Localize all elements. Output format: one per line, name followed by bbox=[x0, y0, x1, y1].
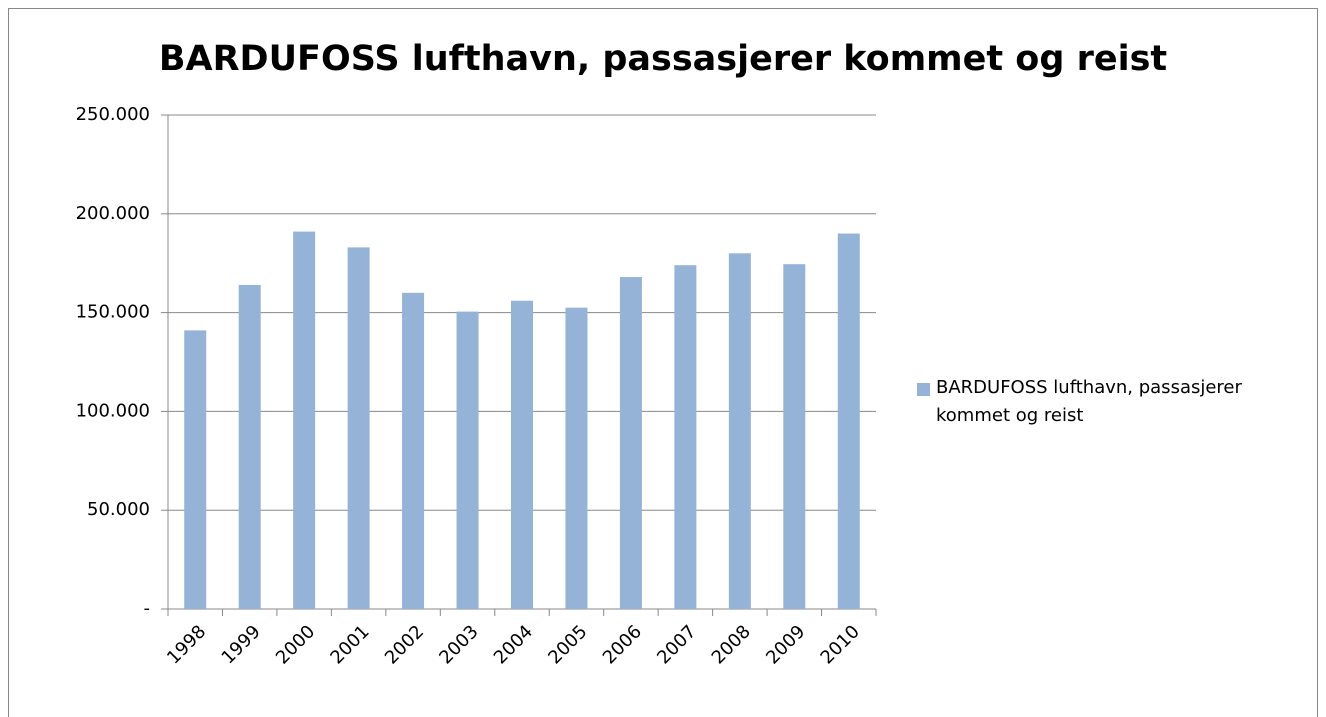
bar bbox=[837, 233, 860, 609]
y-tick-label: 200.000 bbox=[76, 203, 150, 224]
x-tick-label: 2008 bbox=[708, 621, 755, 668]
y-tick-label: 150.000 bbox=[76, 302, 150, 323]
x-tick-label: 2000 bbox=[272, 621, 319, 668]
bar bbox=[402, 292, 425, 609]
x-tick-label: 2001 bbox=[326, 621, 373, 668]
x-tick-label: 1998 bbox=[163, 621, 210, 668]
y-tick-label: - bbox=[144, 598, 151, 619]
x-tick-label: 2002 bbox=[381, 621, 428, 668]
bar bbox=[619, 277, 642, 609]
bar bbox=[184, 330, 207, 609]
bar bbox=[456, 311, 479, 609]
bar bbox=[783, 264, 806, 609]
legend-label: BARDUFOSS lufthavn, passasjerer kommet o… bbox=[936, 377, 1242, 426]
x-tick-label: 2003 bbox=[435, 621, 482, 668]
x-tick-label: 2004 bbox=[490, 621, 537, 668]
y-tick-label: 100.000 bbox=[76, 400, 150, 421]
bar bbox=[674, 265, 697, 609]
bar bbox=[728, 253, 751, 609]
x-tick-label: 2007 bbox=[653, 621, 700, 668]
legend-swatch bbox=[917, 383, 930, 396]
x-tick-label: 2009 bbox=[762, 621, 809, 668]
bar bbox=[565, 307, 588, 609]
y-tick-label: 250.000 bbox=[76, 104, 150, 125]
x-tick-label: 2006 bbox=[599, 621, 646, 668]
y-tick-label: 50.000 bbox=[87, 499, 150, 520]
bar bbox=[347, 247, 370, 609]
chart-title: BARDUFOSS lufthavn, passasjerer kommet o… bbox=[159, 39, 1167, 79]
bar bbox=[511, 300, 533, 609]
bar bbox=[293, 231, 316, 610]
x-tick-label: 1999 bbox=[218, 621, 265, 668]
x-tick-label: 2010 bbox=[817, 621, 864, 668]
frame bbox=[8, 8, 1318, 717]
x-tick-label: 2005 bbox=[544, 621, 591, 668]
bar bbox=[238, 284, 261, 609]
